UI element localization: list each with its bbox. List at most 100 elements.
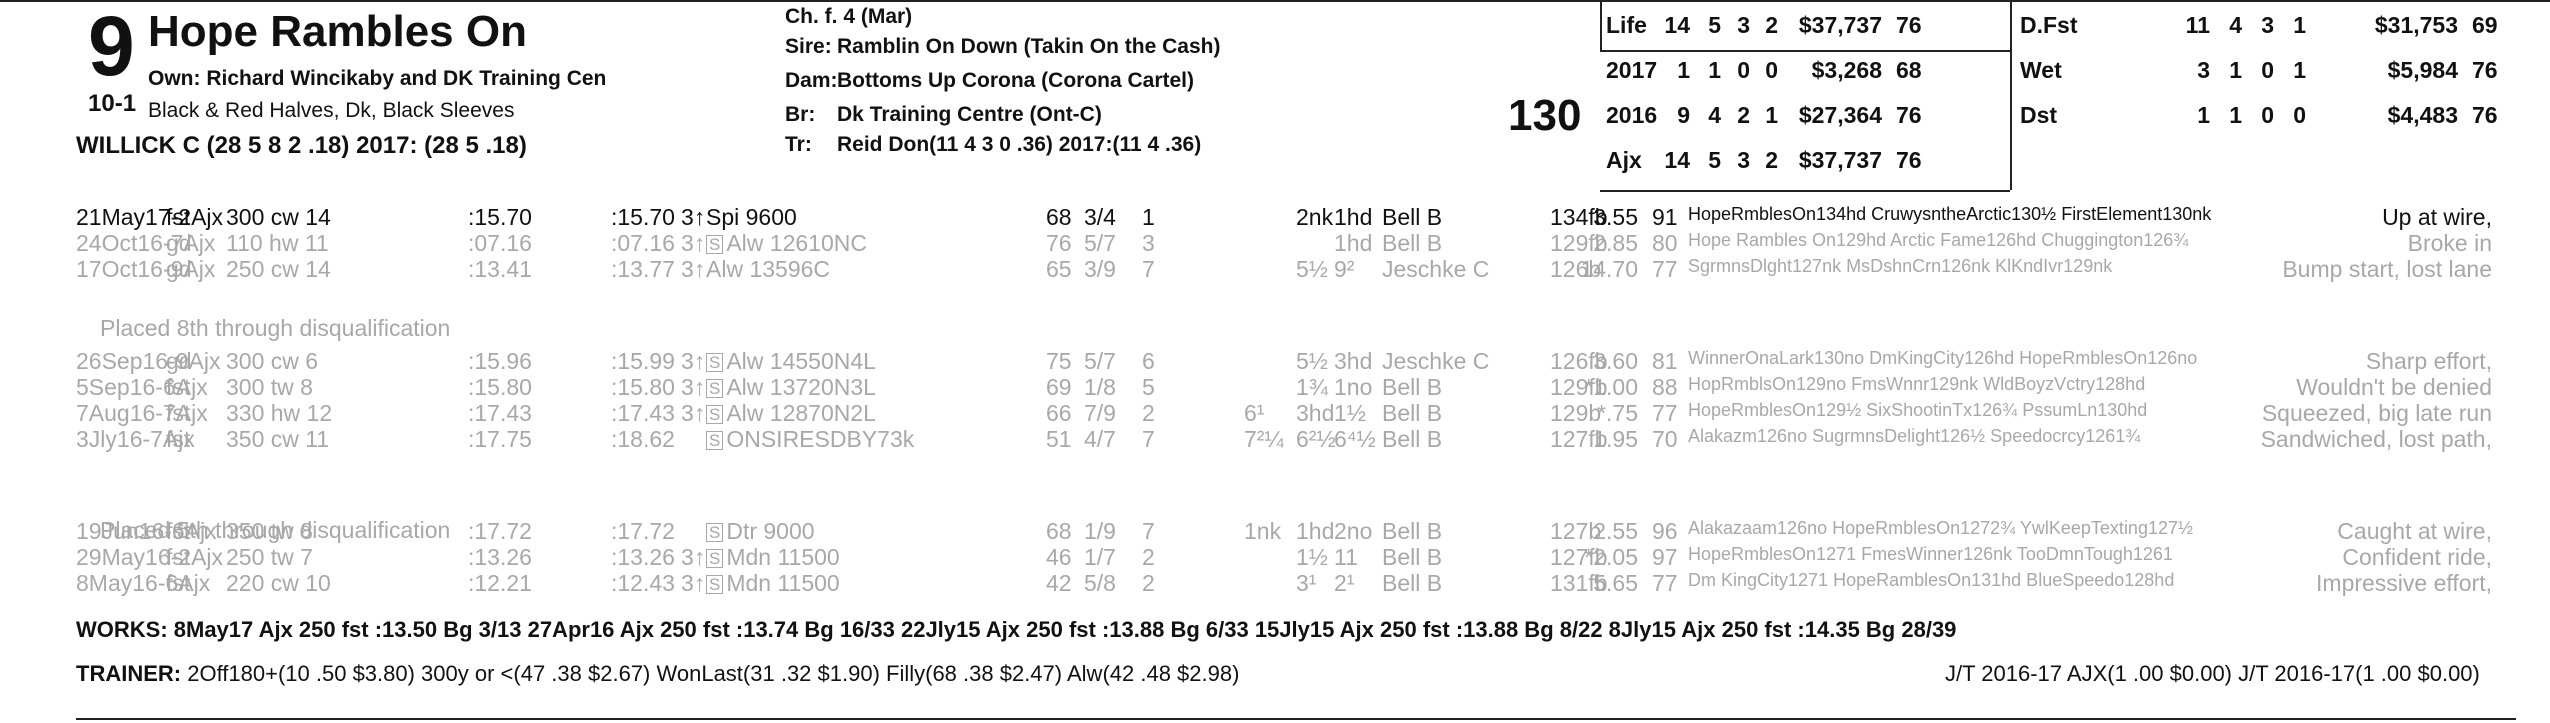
race-odds: 14.70 <box>1580 256 1638 282</box>
race-t2: :17.72 <box>611 518 675 544</box>
race-pp: 1/9 <box>1084 518 1116 544</box>
race-sr: 91 <box>1652 204 1678 230</box>
race-wt: 126fb <box>1550 348 1608 374</box>
race-comp: HopeRmblesOn1271 FmesWinner126nk TooDmnT… <box>1688 544 2173 564</box>
race-st: 6 <box>1142 348 1155 374</box>
state-bred-icon: S <box>706 523 724 542</box>
stats_left-spd: 76 <box>1896 12 1922 38</box>
stats_left-starts: 14 <box>1664 12 1690 38</box>
race-sp: 69 <box>1046 374 1072 400</box>
trainer-stats-text: 2Off180+(10 .50 $3.80) 300y or <(47 .38 … <box>187 661 1240 686</box>
race-c2: 3hd <box>1296 400 1335 426</box>
race-date: 7Aug16-7Ajx <box>76 400 208 426</box>
race-sr: 77 <box>1652 400 1678 426</box>
race-jock: Bell B <box>1382 230 1443 256</box>
race-date: 17Oct16-9Ajx <box>76 256 216 282</box>
race-remark: Up at wire, <box>2382 204 2492 230</box>
stats-box-bottom <box>1600 190 2010 192</box>
race-dist: 300 cw 6 <box>226 348 319 374</box>
trainer-stats: TRAINER: 2Off180+(10 .50 $3.80) 300y or … <box>76 663 1239 685</box>
stats_left-s: 1 <box>1765 102 1778 128</box>
race-age: 3↑ <box>681 230 706 256</box>
race-t2: :15.70 <box>611 204 675 230</box>
race-date: 19Jun16-6Ajx <box>76 518 217 544</box>
race-age: 3↑ <box>681 348 706 374</box>
stats_right-label: Dst <box>2020 102 2058 128</box>
race-sr: 88 <box>1652 374 1678 400</box>
state-bred-icon: S <box>706 379 724 398</box>
race-t1: :17.72 <box>468 518 532 544</box>
race-line: 5Sep16-6Ajx fst 300 tw 8:15.80:15.80 3↑ S Alw… <box>76 374 2516 402</box>
stats_right-starts: 1 <box>2197 102 2210 128</box>
race-st: 7 <box>1142 518 1155 544</box>
race-dist: 300 cw 14 <box>226 204 331 230</box>
state-bred-icon: S <box>706 405 724 424</box>
race-sp: 51 <box>1046 426 1072 452</box>
stats_left-earn: $3,268 <box>1811 57 1882 83</box>
race-cond: fst <box>166 570 191 596</box>
stats_right-s: 1 <box>2293 57 2306 83</box>
stats-box-mid <box>2010 0 2012 190</box>
race-c1: 1nk <box>1244 518 1282 544</box>
stats_left-w: 5 <box>1708 12 1721 38</box>
race-sr: 81 <box>1652 348 1678 374</box>
race-st: 1 <box>1142 204 1155 230</box>
race-comp: HopeRmblesOn129½ SixShootinTx126¾ PssumL… <box>1688 400 2148 420</box>
race-dist: 330 hw 12 <box>226 400 333 426</box>
race-line: 17Oct16-9Ajx gd 250 cw 14:13.41:13.77 3↑ Alw… <box>76 256 2516 284</box>
stats_left-starts: 9 <box>1677 102 1690 128</box>
race-cond: fst <box>166 518 191 544</box>
race-race: Alw 13596C <box>706 256 831 282</box>
race-c3: 1½ <box>1334 400 1366 426</box>
stats_right-w: 1 <box>2229 57 2242 83</box>
race-race: S Alw 12610NC <box>706 230 867 257</box>
stats_right-starts: 11 <box>2185 12 2210 38</box>
race-t2: :13.26 <box>611 544 675 570</box>
stats_right-earn: $4,483 <box>2387 102 2458 128</box>
race-remark: Impressive effort, <box>2316 570 2492 596</box>
race-c1: 6¹ <box>1244 400 1265 426</box>
race-age: 3↑ <box>681 256 706 282</box>
stats_right-spd: 76 <box>2472 102 2498 128</box>
stats_left-label: 2017 <box>1606 57 1658 83</box>
race-comp: HopRmblsOn129no FmsWnnr129nk WldBoyzVctr… <box>1688 374 2146 394</box>
race-dist: 110 hw 11 <box>226 230 329 256</box>
race-line: 26Sep16-9Ajx gd 300 cw 6:15.96:15.99 3↑ S Alw… <box>76 348 2516 376</box>
stats_left-spd: 68 <box>1896 57 1922 83</box>
race-jock: Bell B <box>1382 204 1443 230</box>
race-pp: 5/7 <box>1084 348 1116 374</box>
race-date: 26Sep16-9Ajx <box>76 348 221 374</box>
stats_right-starts: 3 <box>2197 57 2210 83</box>
stats_right-s: 0 <box>2293 102 2306 128</box>
state-bred-icon: S <box>706 549 724 568</box>
state-bred-icon: S <box>706 575 724 594</box>
race-dist: 350 cw 11 <box>226 426 330 452</box>
race-comp: HopeRmblesOn134hd CruwysntheArctic130½ F… <box>1688 204 2212 224</box>
race-pp: 1/7 <box>1084 544 1116 570</box>
race-race: S Alw 12870N2L <box>706 400 876 427</box>
stats_left-earn: $37,737 <box>1798 12 1882 38</box>
race-st: 3 <box>1142 230 1155 256</box>
race-race: S Alw 13720N3L <box>706 374 876 401</box>
jockey: WILLICK C (28 5 8 2 .18) 2017: (28 5 .18… <box>76 132 527 159</box>
race-wt: 126b <box>1550 256 1602 282</box>
race-c2: 1¾ <box>1296 374 1328 400</box>
stats_right-earn: $31,753 <box>2374 12 2458 38</box>
race-odds: 2.55 <box>1593 518 1638 544</box>
dam: Dam:Bottoms Up Corona (Corona Cartel) <box>785 69 1194 92</box>
race-st: 7 <box>1142 426 1155 452</box>
race-pp: 4/7 <box>1084 426 1116 452</box>
stats_left-starts: 1 <box>1677 57 1690 83</box>
race-c1: 7²¼ <box>1244 426 1284 452</box>
race-sp: 68 <box>1046 518 1072 544</box>
race-cond: gd <box>166 256 192 282</box>
race-comp: SgrmnsDlght127nk MsDshnCrn126nk KlKndIvr… <box>1688 256 2113 276</box>
race-c3: 1hd <box>1334 230 1373 256</box>
stats_right-label: Wet <box>2020 57 2062 83</box>
race-age: 3↑ <box>681 204 706 230</box>
race-age: 3↑ <box>681 544 706 570</box>
stats_left-spd: 76 <box>1896 102 1922 128</box>
race-race: S Mdn 11500 <box>706 570 840 597</box>
stats_right-spd: 76 <box>2472 57 2498 83</box>
race-race: Spi 9600 <box>706 204 797 230</box>
